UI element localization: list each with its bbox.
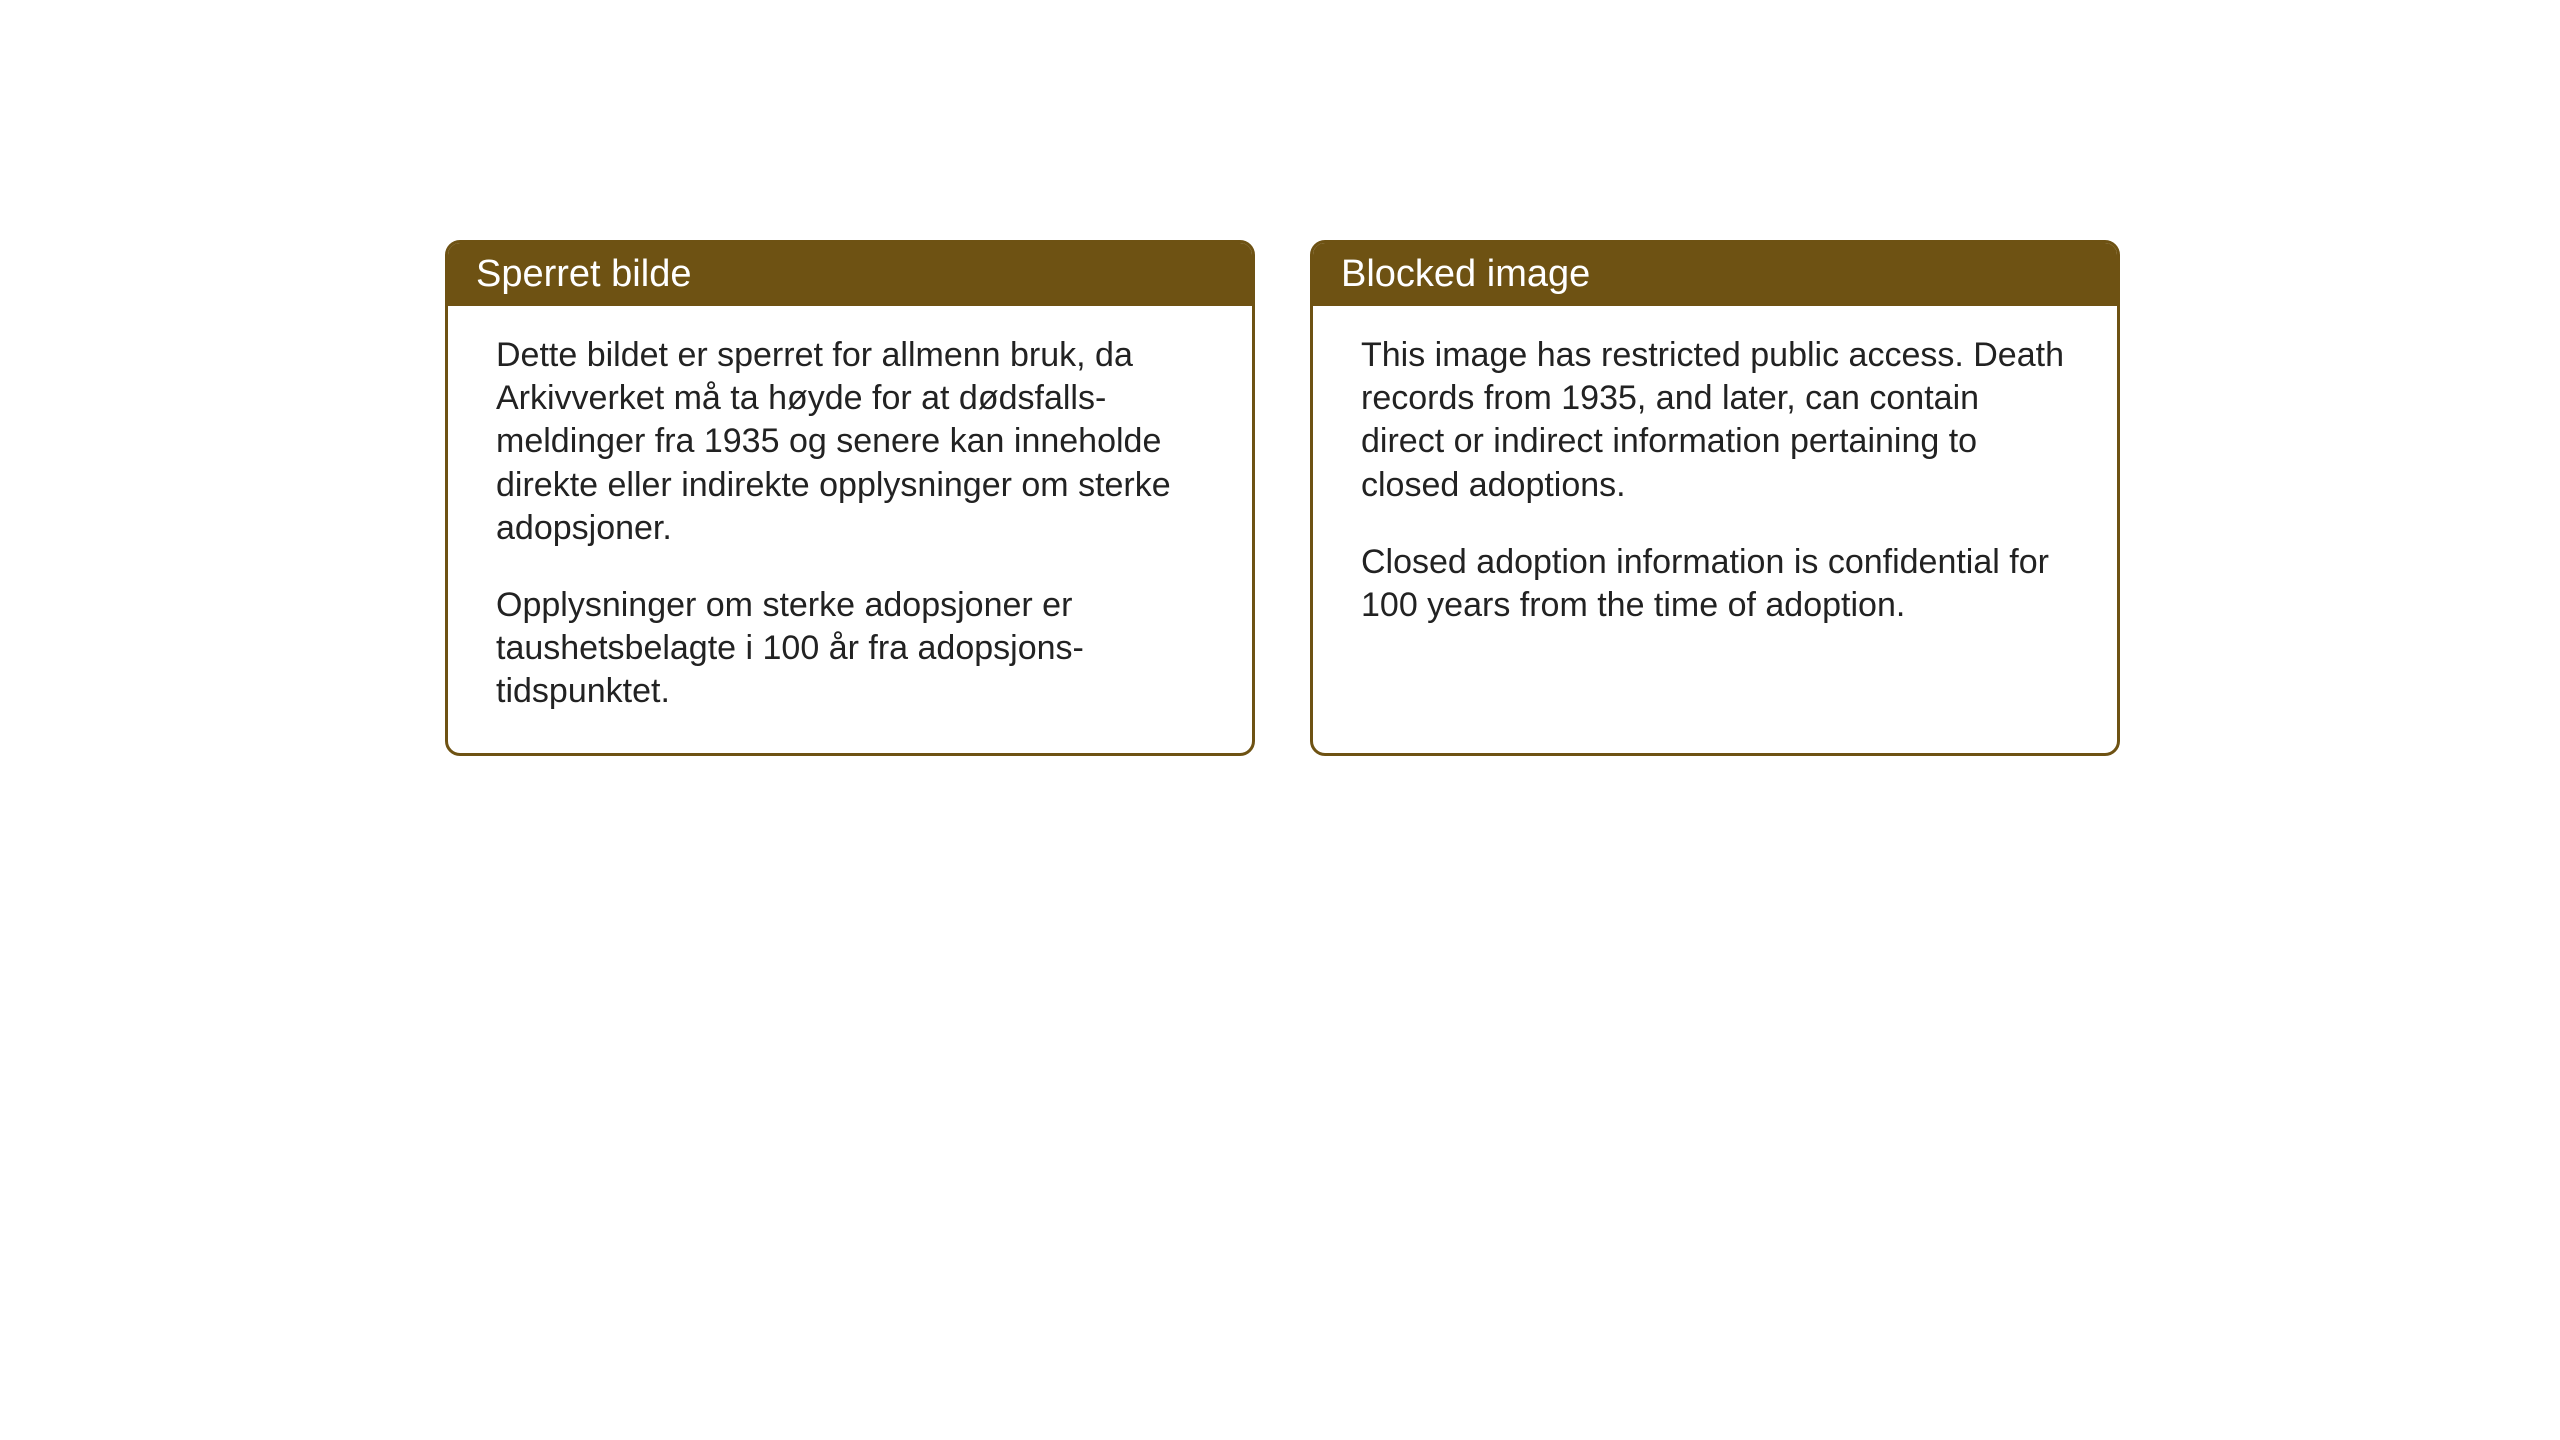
notice-cards-container: Sperret bilde Dette bildet er sperret fo… (445, 240, 2120, 756)
card-body-norwegian: Dette bildet er sperret for allmenn bruk… (448, 306, 1252, 753)
card-title-english: Blocked image (1341, 253, 1590, 295)
card-title-norwegian: Sperret bilde (476, 253, 691, 295)
paragraph-norwegian-2: Opplysninger om sterke adopsjoner er tau… (496, 584, 1204, 714)
card-header-norwegian: Sperret bilde (448, 243, 1252, 306)
notice-card-norwegian: Sperret bilde Dette bildet er sperret fo… (445, 240, 1255, 756)
notice-card-english: Blocked image This image has restricted … (1310, 240, 2120, 756)
paragraph-english-2: Closed adoption information is confident… (1361, 541, 2069, 627)
card-header-english: Blocked image (1313, 243, 2117, 306)
paragraph-norwegian-1: Dette bildet er sperret for allmenn bruk… (496, 334, 1204, 550)
paragraph-english-1: This image has restricted public access.… (1361, 334, 2069, 507)
card-body-english: This image has restricted public access.… (1313, 306, 2117, 726)
